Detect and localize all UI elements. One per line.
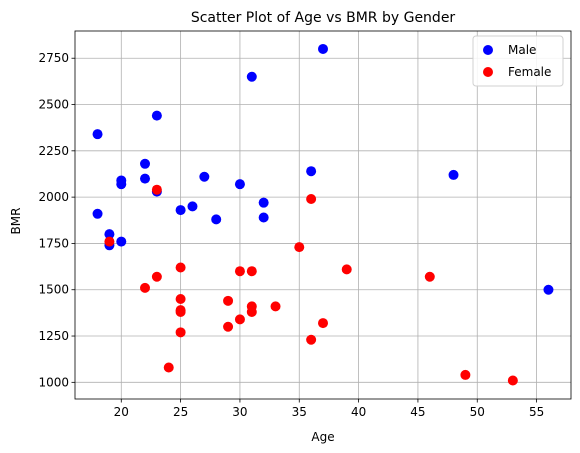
point-male [175,205,186,216]
point-male [116,236,127,247]
point-female [234,314,245,325]
legend: Male Female [472,35,564,87]
point-female [246,266,257,277]
y-axis-label: BMR [9,208,23,235]
point-female [175,262,186,273]
y-tick-label: 1250 [38,329,69,343]
point-female [306,334,317,345]
point-male [211,214,222,225]
point-female [507,375,518,386]
legend-label-male: Male [508,43,536,57]
point-male [258,212,269,223]
point-male [234,179,245,190]
point-female [234,266,245,277]
point-male [306,166,317,177]
x-tick-label: 25 [173,405,188,419]
point-male [92,129,103,140]
point-female [223,321,234,332]
point-male [543,284,554,295]
point-male [140,173,151,184]
y-tick-label: 2500 [38,98,69,112]
x-tick-label: 40 [351,405,366,419]
legend-marker-male [483,45,493,55]
point-female [306,193,317,204]
point-female [175,327,186,338]
plot-frame [74,30,572,400]
point-male [246,71,257,82]
y-tick-label: 2250 [38,144,69,158]
y-tick-label: 2000 [38,190,69,204]
point-female [223,295,234,306]
legend-label-female: Female [508,65,551,79]
point-male [151,110,162,121]
x-tick-label: 20 [114,405,129,419]
y-tick-label: 1000 [38,375,69,389]
point-female [270,301,281,312]
x-tick-label: 45 [410,405,425,419]
y-tick-label: 2750 [38,51,69,65]
point-female [163,362,174,373]
legend-frame [472,35,564,87]
x-axis-label: Age [311,430,334,444]
chart-title: Scatter Plot of Age vs BMR by Gender [191,10,456,26]
point-female [341,264,352,275]
point-male [258,197,269,208]
y-tick-label: 1500 [38,283,69,297]
point-male [448,169,459,180]
point-female [104,236,115,247]
point-female [424,271,435,282]
plot-area: 20 25 30 35 40 45 50 55 1000 1250 1500 1750 2000 2250… [38,30,572,419]
point-female [175,306,186,317]
point-male [187,201,198,212]
x-tick-label: 30 [232,405,247,419]
point-male [199,171,210,182]
point-male [116,179,127,190]
point-female [140,282,151,293]
x-tick-label: 55 [529,405,544,419]
legend-marker-female [483,67,493,77]
point-female [460,369,471,380]
point-male [140,158,151,169]
point-male [92,208,103,219]
x-tick-label: 50 [470,405,485,419]
point-female [151,271,162,282]
point-female [246,306,257,317]
x-tick-label: 35 [292,405,307,419]
point-female [318,318,328,329]
point-female [151,184,162,195]
y-tick-label: 1750 [38,236,69,250]
point-female [294,242,305,253]
point-female [175,293,186,304]
point-male [104,229,115,240]
point-male [318,43,328,54]
